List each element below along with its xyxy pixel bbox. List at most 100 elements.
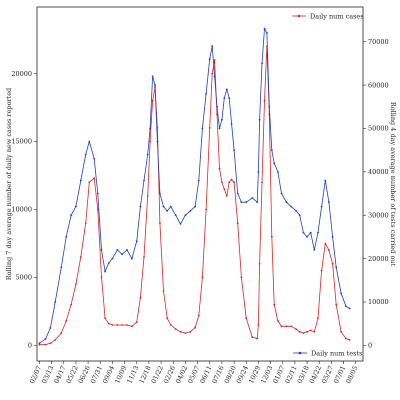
series-cases-point bbox=[93, 177, 96, 180]
series-cases-point bbox=[197, 314, 200, 317]
series-cases-point bbox=[270, 235, 273, 238]
series-tests-point bbox=[317, 231, 319, 234]
series-cases-point bbox=[149, 140, 152, 143]
series-cases-point bbox=[263, 99, 266, 102]
series-cases-point bbox=[88, 181, 91, 184]
series-tests-point bbox=[335, 266, 338, 269]
series-tests-point bbox=[261, 62, 263, 65]
series-cases-point bbox=[79, 256, 82, 258]
series-cases-point bbox=[38, 343, 41, 346]
series-tests-point bbox=[49, 327, 52, 329]
series-cases-point bbox=[335, 303, 338, 306]
series-cases-point bbox=[306, 330, 308, 333]
series-tests-point bbox=[166, 210, 169, 212]
series-tests-point bbox=[184, 214, 187, 217]
legend-cases: Daily num cases bbox=[292, 13, 364, 21]
legend-cases-marker bbox=[297, 14, 301, 18]
series-tests-point bbox=[107, 262, 110, 264]
series-tests-point bbox=[146, 153, 149, 156]
series-cases-point bbox=[189, 330, 192, 333]
series-tests-point bbox=[54, 301, 57, 303]
y-right-tick-label: 60000 bbox=[368, 81, 389, 89]
series-tests-point bbox=[60, 266, 63, 269]
series-tests-point bbox=[84, 153, 87, 156]
series-tests-point bbox=[270, 149, 273, 152]
series-tests-point bbox=[121, 253, 123, 256]
series-tests-point bbox=[256, 201, 259, 204]
series-cases-point bbox=[201, 276, 204, 279]
series-tests-point bbox=[169, 205, 172, 208]
series-cases-point bbox=[205, 208, 208, 211]
series-tests-point bbox=[139, 205, 142, 208]
series-cases-point bbox=[107, 322, 110, 325]
series-tests-point bbox=[75, 205, 77, 208]
y-left-tick-label: 20000 bbox=[11, 70, 32, 78]
series-tests-point bbox=[88, 140, 91, 143]
series-cases-point bbox=[302, 332, 305, 334]
series-tests-point bbox=[273, 162, 276, 165]
series-cases-point bbox=[251, 336, 254, 339]
series-tests-point bbox=[295, 210, 297, 212]
series-tests-point bbox=[228, 97, 231, 99]
series-tests-point bbox=[233, 149, 236, 152]
series-cases-point bbox=[228, 181, 231, 184]
series-cases-point bbox=[211, 72, 214, 75]
series-tests-point bbox=[93, 157, 96, 160]
series-tests-point bbox=[174, 214, 177, 217]
series-tests-point bbox=[257, 171, 260, 173]
series-cases-point bbox=[96, 208, 99, 211]
series-cases-point bbox=[233, 181, 236, 184]
series-tests-point bbox=[306, 236, 308, 238]
series-cases-point bbox=[135, 321, 138, 324]
y-right-tick-label: 10000 bbox=[368, 298, 389, 306]
y-right-tick-label: 70000 bbox=[368, 38, 389, 46]
series-cases-point bbox=[331, 262, 334, 265]
series-cases-point bbox=[54, 339, 57, 341]
series-tests-point bbox=[245, 201, 248, 204]
series-tests-point bbox=[44, 338, 47, 340]
series-tests-point bbox=[135, 240, 138, 243]
series-tests-point bbox=[302, 231, 305, 234]
series-tests-point bbox=[131, 257, 133, 260]
series-tests-point bbox=[197, 179, 200, 182]
series-cases-point bbox=[277, 320, 279, 322]
series-tests-point bbox=[313, 249, 316, 251]
series-tests-point bbox=[143, 179, 145, 182]
series-tests-point bbox=[263, 27, 266, 30]
series-cases-point bbox=[65, 320, 68, 322]
series-tests-point bbox=[331, 236, 334, 238]
series-cases-point bbox=[100, 276, 103, 279]
series-cases-point bbox=[131, 325, 133, 328]
series-cases-point bbox=[309, 329, 312, 332]
series-tests-point bbox=[211, 45, 214, 47]
series-cases-point bbox=[70, 303, 72, 306]
y-right-tick-label: 30000 bbox=[368, 211, 389, 219]
series-cases-point bbox=[121, 324, 123, 326]
series-tests-point bbox=[280, 192, 283, 195]
series-cases-point bbox=[236, 222, 239, 225]
series-cases-point bbox=[313, 330, 316, 333]
series-tests-point bbox=[348, 307, 351, 310]
series-cases-point bbox=[213, 59, 216, 61]
series-tests-point bbox=[149, 127, 152, 130]
series-cases-point bbox=[116, 324, 119, 326]
series-cases-point bbox=[320, 269, 323, 272]
series-tests-point bbox=[156, 140, 159, 143]
y-right-tick-label: 50000 bbox=[368, 125, 389, 133]
series-cases-point bbox=[324, 242, 327, 245]
legend-tests-marker bbox=[298, 351, 302, 355]
series-cases-point bbox=[169, 324, 172, 326]
series-cases-point bbox=[258, 262, 261, 265]
series-tests-point bbox=[268, 105, 271, 108]
series-tests-point bbox=[201, 127, 204, 130]
x-axis-ticks: 02/0703/1304/1705/2206/2607/3109/0410/09… bbox=[28, 361, 360, 385]
y-left-tick-label: 5000 bbox=[15, 274, 32, 282]
series-tests-point bbox=[151, 75, 154, 78]
series-tests-point bbox=[320, 205, 323, 208]
series-cases-point bbox=[245, 317, 248, 320]
series-tests-point bbox=[290, 205, 293, 208]
y-right-tick-label: 0 bbox=[368, 342, 372, 350]
series-cases-point bbox=[256, 337, 259, 340]
series-cases-point bbox=[328, 249, 330, 252]
